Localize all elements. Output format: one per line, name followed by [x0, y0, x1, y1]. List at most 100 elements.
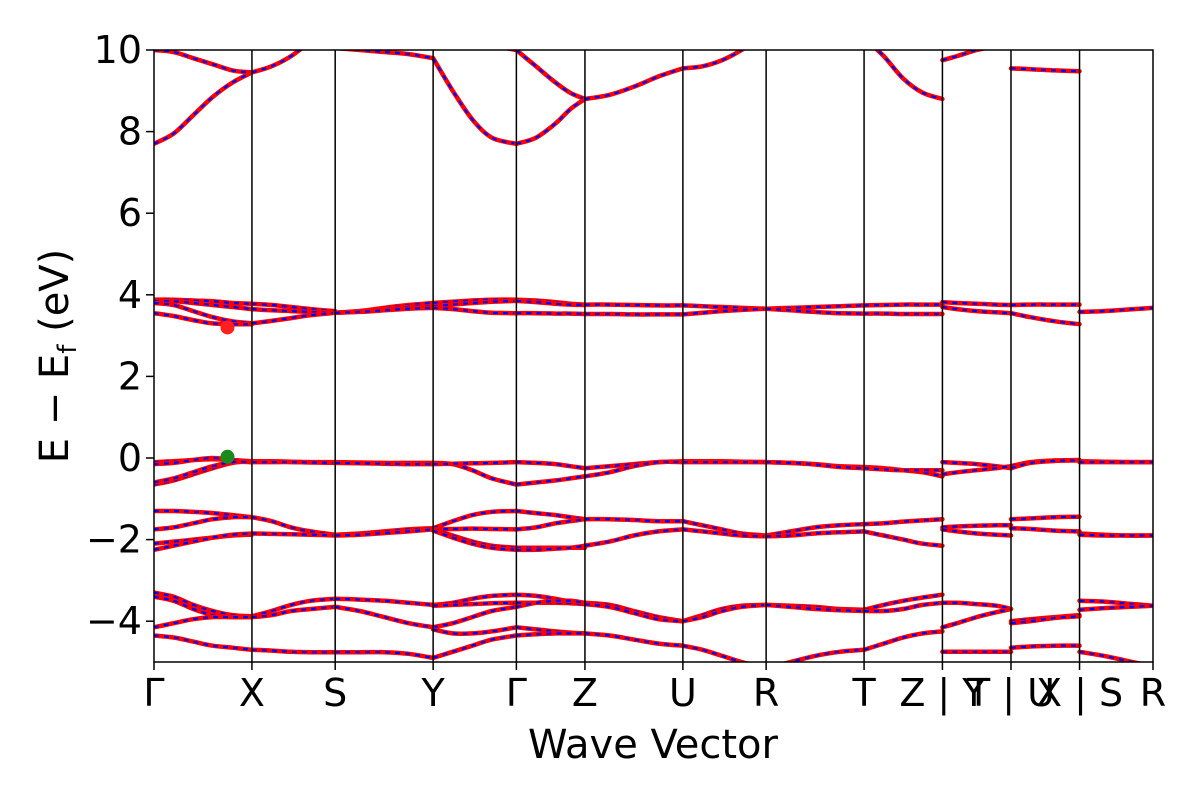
band-line-overlay-10-0 [1010, 67, 1080, 73]
band-line-overlay-3-0 [432, 57, 517, 145]
vbm-marker [220, 449, 235, 464]
band-line-overlay-8-6 [863, 530, 943, 547]
band-line-overlay-7-1 [766, 307, 865, 315]
y-tick-label: −4 [86, 599, 142, 643]
band-line-overlay-3-15 [432, 634, 517, 659]
y-axis-label-unit: (eV) [32, 249, 78, 345]
band-line-overlay-5-4 [584, 460, 683, 478]
plot-frame [153, 49, 1154, 663]
band-line-overlay-6-2 [682, 307, 767, 316]
y-tick-label: 0 [118, 436, 142, 480]
band-line-overlay-4-1 [515, 50, 586, 101]
band-line-overlay-4-7 [516, 509, 586, 521]
band-line-overlay-10-2 [1010, 312, 1080, 326]
band-line-overlay-9-0 [942, 50, 982, 62]
band-line-overlay-1-8 [251, 597, 336, 618]
band-line-overlay-0-11 [154, 515, 252, 531]
band-line-overlay-8-1 [864, 303, 943, 307]
band-line-overlay-10-5 [1010, 515, 1080, 521]
bands-layer [154, 50, 1153, 662]
x-tick-label: X | S [1036, 671, 1123, 716]
band-line-overlay-6-8 [682, 603, 767, 623]
band-line-overlay-9-1 [942, 301, 1012, 307]
band-line-overlay-1-9 [251, 605, 336, 619]
band-line-overlay-11-7 [1079, 650, 1138, 662]
kpoint-lines [251, 50, 1081, 662]
band-line-overlay-6-1 [682, 304, 767, 310]
band-line-overlay-1-0 [251, 50, 302, 74]
band-line-overlay-6-9 [682, 644, 746, 662]
band-line-overlay-1-3 [251, 311, 336, 325]
band-line-overlay-10-8 [1010, 615, 1080, 625]
band-line-overlay-10-6 [1010, 527, 1080, 533]
band-line-overlay-0-16 [154, 615, 252, 629]
band-line-overlay-5-5 [584, 518, 683, 523]
band-line-overlay-9-3 [942, 461, 1012, 470]
band-line-overlay-3-12 [433, 601, 517, 607]
band-line-overlay-0-0 [154, 71, 253, 145]
band-line-overlay-9-7 [942, 601, 1012, 611]
x-tick-label: T [851, 671, 876, 715]
band-line-overlay-0-5 [154, 312, 252, 326]
band-line-overlay-1-2 [251, 308, 336, 314]
band-line-overlay-3-14 [432, 626, 517, 635]
y-tick-label: 4 [118, 273, 142, 317]
extrema-markers [220, 320, 235, 464]
band-line-overlay-4-5 [516, 461, 586, 470]
x-tick-label: R [1140, 671, 1166, 715]
band-line-overlay-3-2 [433, 298, 517, 305]
band-line-overlay-3-6 [433, 461, 517, 466]
y-tick-label: 6 [118, 191, 142, 235]
band-line-overlay-8-4 [864, 467, 943, 472]
band-line-overlay-7-0 [766, 304, 865, 310]
band-line-overlay-3-4 [433, 306, 517, 315]
x-tick-label: Y [421, 671, 446, 715]
x-tick-label: R [753, 671, 779, 715]
band-line-overlay-2-5 [335, 461, 434, 466]
band-line-overlay-5-9 [584, 632, 684, 647]
band-line-overlay-2-10 [335, 650, 434, 659]
band-line-overlay-1-5 [251, 460, 336, 464]
band-line-overlay-6-5 [682, 520, 767, 537]
band-line-overlay-9-8 [942, 607, 1012, 629]
band-line-overlay-5-6 [584, 528, 683, 547]
band-line-overlay-2-3 [335, 306, 434, 314]
band-line-overlay-0-13 [154, 532, 252, 551]
band-line-overlay-7-7 [766, 603, 865, 613]
band-line-overlay-3-1 [510, 50, 517, 52]
band-line-overlay-5-8 [584, 603, 683, 623]
band-line-overlay-4-8 [516, 518, 586, 531]
x-tick-label: S [323, 671, 347, 715]
band-line-overlay-4-13 [516, 599, 586, 608]
band-line-overlay-6-0 [682, 50, 744, 70]
band-line-overlay-1-7 [251, 532, 336, 537]
band-line-overlay-2-9 [335, 605, 434, 629]
band-line-3-1 [503, 50, 519, 53]
band-line-overlay-3-10 [432, 529, 517, 551]
band-line-overlay-4-14 [516, 626, 585, 635]
y-axis-label-main: E − E [32, 354, 78, 464]
x-axis: Γ X S Y Γ Z U R T Z | YT | UX | S R [143, 662, 1166, 716]
x-tick-label: Γ [143, 671, 164, 715]
plot-background [154, 50, 1153, 662]
band-line-overlay-4-0 [516, 98, 586, 145]
band-line-overlay-10-9 [1010, 644, 1080, 649]
band-line-overlay-2-0 [346, 50, 434, 60]
band-line-overlay-11-6 [1079, 604, 1153, 611]
band-line-overlay-0-17 [154, 634, 253, 651]
band-line-overlay-9-2 [942, 305, 1012, 315]
x-tick-label: T | U [966, 671, 1055, 716]
band-line-overlay-7-8 [786, 648, 865, 662]
band-line-overlay-7-5 [766, 530, 865, 538]
band-line-overlay-4-10 [516, 544, 586, 551]
band-line-overlay-8-7 [863, 593, 943, 611]
x-tick-label: Z [572, 671, 598, 715]
band-line-overlay-4-3 [516, 299, 585, 307]
band-line-overlay-3-8 [433, 527, 517, 531]
band-line-overlay-9-5 [942, 524, 1011, 529]
band-line-overlay-11-4 [1079, 533, 1153, 537]
band-line-overlay-4-6 [516, 475, 586, 486]
x-axis-label: Wave Vector [528, 722, 779, 768]
band-line-overlay-10-4 [1010, 459, 1080, 470]
